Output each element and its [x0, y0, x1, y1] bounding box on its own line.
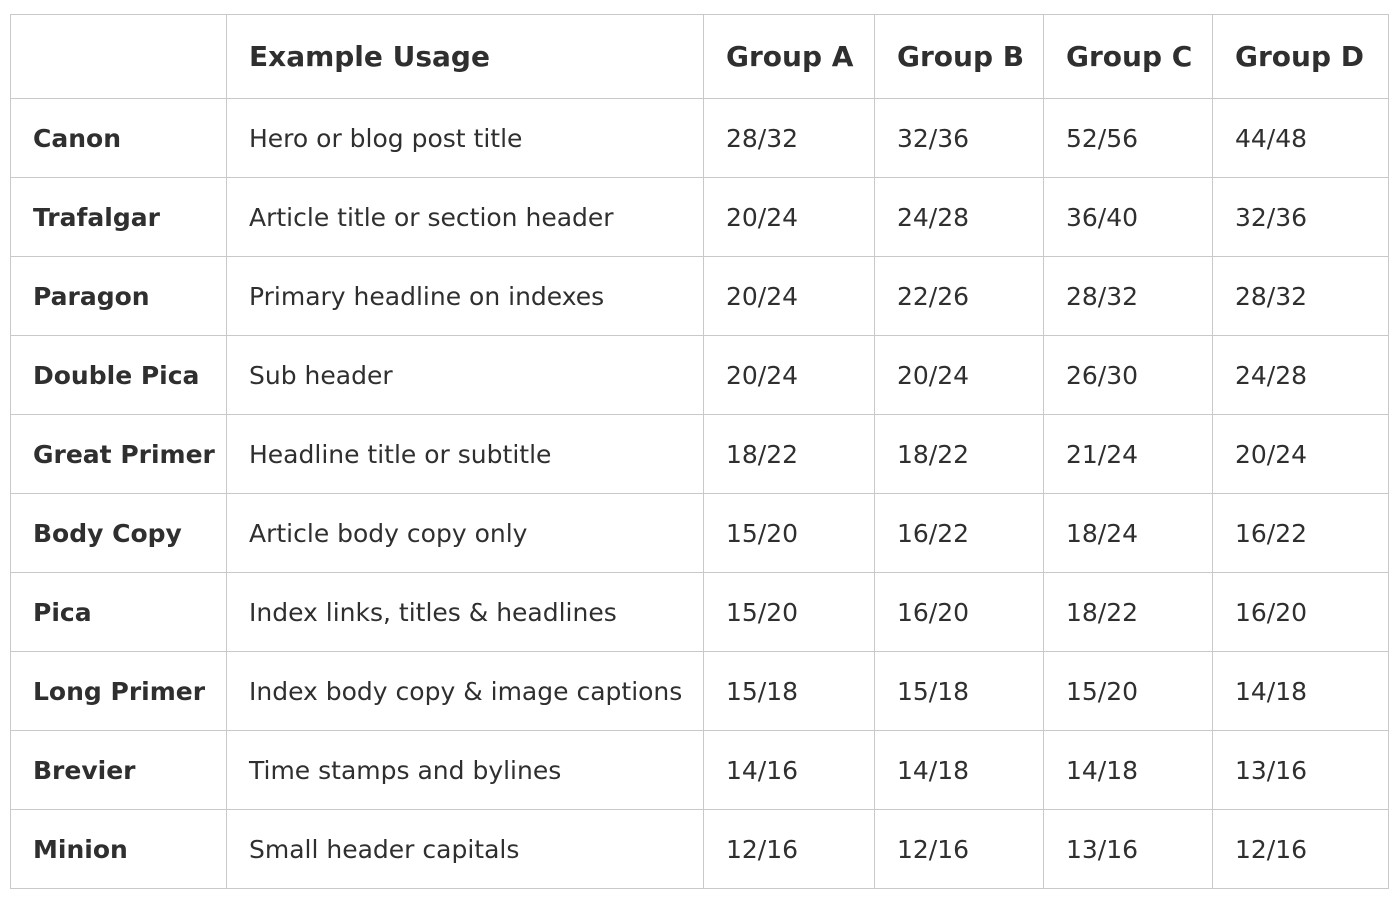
group-d-cell: 32/36 [1212, 177, 1389, 257]
table-row: Great Primer Headline title or subtitle … [10, 414, 1389, 494]
table-row: Canon Hero or blog post title 28/32 32/3… [10, 98, 1389, 178]
group-c-cell: 18/24 [1043, 493, 1213, 573]
table-row: Body Copy Article body copy only 15/20 1… [10, 493, 1389, 573]
group-d-cell: 20/24 [1212, 414, 1389, 494]
example-usage-cell: Time stamps and bylines [226, 730, 704, 810]
example-usage-cell: Article title or section header [226, 177, 704, 257]
table-row: Brevier Time stamps and bylines 14/16 14… [10, 730, 1389, 810]
group-a-cell: 20/24 [703, 256, 875, 336]
style-name-cell: Minion [10, 809, 227, 889]
group-d-cell: 13/16 [1212, 730, 1389, 810]
example-usage-cell: Primary headline on indexes [226, 256, 704, 336]
group-d-cell: 24/28 [1212, 335, 1389, 415]
group-a-cell: 15/20 [703, 572, 875, 652]
style-name-cell: Long Primer [10, 651, 227, 731]
group-c-cell: 14/18 [1043, 730, 1213, 810]
group-d-cell: 14/18 [1212, 651, 1389, 731]
style-name-cell: Body Copy [10, 493, 227, 573]
group-a-cell: 15/18 [703, 651, 875, 731]
group-a-cell: 20/24 [703, 177, 875, 257]
table-row: Double Pica Sub header 20/24 20/24 26/30… [10, 335, 1389, 415]
header-group-b: Group B [874, 14, 1044, 99]
group-c-cell: 13/16 [1043, 809, 1213, 889]
example-usage-cell: Headline title or subtitle [226, 414, 704, 494]
header-row: Example Usage Group A Group B Group C Gr… [10, 14, 1389, 99]
style-name-cell: Brevier [10, 730, 227, 810]
group-a-cell: 15/20 [703, 493, 875, 573]
group-a-cell: 18/22 [703, 414, 875, 494]
group-c-cell: 36/40 [1043, 177, 1213, 257]
group-b-cell: 16/20 [874, 572, 1044, 652]
header-cell-blank [10, 14, 227, 99]
group-a-cell: 12/16 [703, 809, 875, 889]
group-c-cell: 15/20 [1043, 651, 1213, 731]
group-c-cell: 26/30 [1043, 335, 1213, 415]
group-b-cell: 22/26 [874, 256, 1044, 336]
style-name-cell: Canon [10, 98, 227, 178]
group-b-cell: 18/22 [874, 414, 1044, 494]
group-d-cell: 28/32 [1212, 256, 1389, 336]
typography-scale-table: Example Usage Group A Group B Group C Gr… [10, 14, 1389, 889]
example-usage-cell: Sub header [226, 335, 704, 415]
group-a-cell: 14/16 [703, 730, 875, 810]
group-b-cell: 12/16 [874, 809, 1044, 889]
header-group-d: Group D [1212, 14, 1389, 99]
table-header: Example Usage Group A Group B Group C Gr… [10, 14, 1389, 99]
table-row: Minion Small header capitals 12/16 12/16… [10, 809, 1389, 889]
group-b-cell: 14/18 [874, 730, 1044, 810]
table-row: Long Primer Index body copy & image capt… [10, 651, 1389, 731]
header-example-usage: Example Usage [226, 14, 704, 99]
style-name-cell: Great Primer [10, 414, 227, 494]
group-b-cell: 15/18 [874, 651, 1044, 731]
group-d-cell: 12/16 [1212, 809, 1389, 889]
table-row: Paragon Primary headline on indexes 20/2… [10, 256, 1389, 336]
example-usage-cell: Small header capitals [226, 809, 704, 889]
example-usage-cell: Hero or blog post title [226, 98, 704, 178]
group-c-cell: 28/32 [1043, 256, 1213, 336]
group-c-cell: 21/24 [1043, 414, 1213, 494]
group-b-cell: 32/36 [874, 98, 1044, 178]
group-a-cell: 28/32 [703, 98, 875, 178]
header-group-c: Group C [1043, 14, 1213, 99]
group-b-cell: 24/28 [874, 177, 1044, 257]
table-body: Canon Hero or blog post title 28/32 32/3… [10, 98, 1389, 889]
group-b-cell: 20/24 [874, 335, 1044, 415]
style-name-cell: Pica [10, 572, 227, 652]
style-name-cell: Paragon [10, 256, 227, 336]
style-name-cell: Double Pica [10, 335, 227, 415]
style-name-cell: Trafalgar [10, 177, 227, 257]
group-a-cell: 20/24 [703, 335, 875, 415]
header-group-a: Group A [703, 14, 875, 99]
group-c-cell: 52/56 [1043, 98, 1213, 178]
group-b-cell: 16/22 [874, 493, 1044, 573]
table-row: Pica Index links, titles & headlines 15/… [10, 572, 1389, 652]
group-d-cell: 16/22 [1212, 493, 1389, 573]
table-row: Trafalgar Article title or section heade… [10, 177, 1389, 257]
example-usage-cell: Article body copy only [226, 493, 704, 573]
example-usage-cell: Index links, titles & headlines [226, 572, 704, 652]
group-d-cell: 44/48 [1212, 98, 1389, 178]
group-d-cell: 16/20 [1212, 572, 1389, 652]
group-c-cell: 18/22 [1043, 572, 1213, 652]
example-usage-cell: Index body copy & image captions [226, 651, 704, 731]
